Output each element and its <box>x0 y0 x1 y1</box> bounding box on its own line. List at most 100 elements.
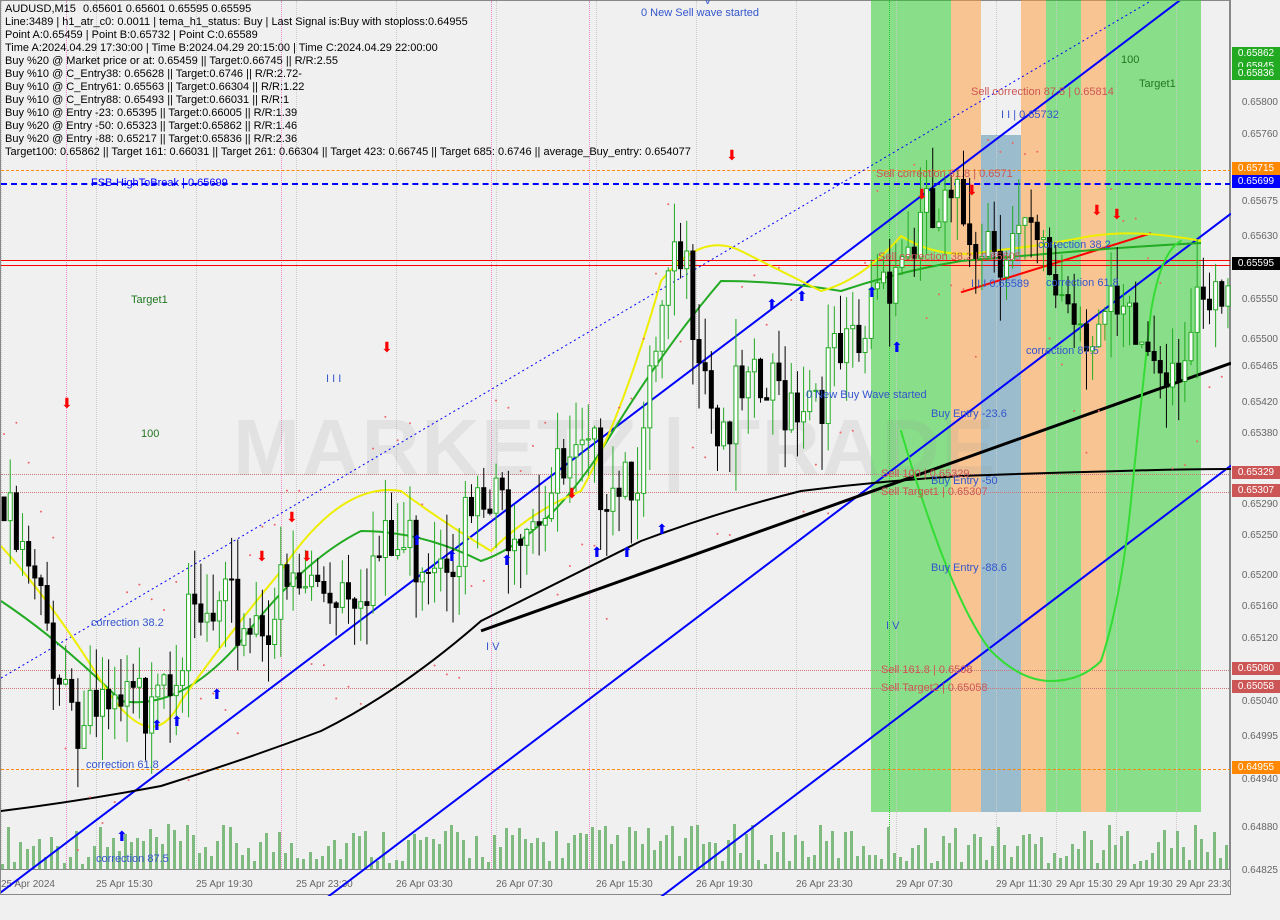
down-arrow-icon: ⬇ <box>256 548 268 565</box>
volume-bar <box>241 855 244 869</box>
time-tick: 25 Apr 23:30 <box>296 879 353 890</box>
price-tick: 0.65675 <box>1242 196 1278 207</box>
volume-bar <box>1053 853 1056 869</box>
volume-bar <box>893 853 896 869</box>
volume-bar <box>1157 842 1160 869</box>
down-arrow-icon: ⬇ <box>916 186 928 203</box>
hline <box>1 769 1231 770</box>
volume-bar <box>1059 858 1062 869</box>
volume-bar <box>518 828 521 869</box>
volume-bar <box>56 846 59 869</box>
volume-bar <box>807 857 810 869</box>
header-line: Time A:2024.04.29 17:30:00 | Time B:2024… <box>5 42 691 55</box>
volume-bar <box>622 861 625 869</box>
volume-bar <box>278 832 281 869</box>
chart-annotation: Target1 <box>131 294 168 306</box>
volume-bar <box>960 862 963 869</box>
volume-bar <box>555 831 558 869</box>
volume-bar <box>1200 839 1203 869</box>
volume-bar <box>438 844 441 869</box>
volume-bar <box>696 825 699 869</box>
up-arrow-icon: ⬆ <box>621 544 633 561</box>
volume-bar <box>265 833 268 869</box>
volume-bar <box>794 835 797 869</box>
volume-bar <box>1028 834 1031 869</box>
up-arrow-icon: ⬆ <box>446 548 458 565</box>
price-tick: 0.65380 <box>1242 428 1278 439</box>
volume-bar <box>44 857 47 869</box>
volume-bar <box>1102 850 1105 869</box>
ohlc-label: 0.65601 0.65601 0.65595 0.65595 <box>83 3 251 15</box>
volume-bar <box>352 833 355 869</box>
chart-annotation: I I I <box>326 373 341 385</box>
chart-annotation: I I | 0.65732 <box>1001 109 1059 121</box>
chart-annotation: correction 38.2 <box>91 617 164 629</box>
volume-bar <box>1022 835 1025 869</box>
volume-bar <box>1139 861 1142 869</box>
volume-bar <box>1003 845 1006 869</box>
volume-bar <box>401 861 404 869</box>
volume-bar <box>1176 831 1179 869</box>
time-tick: 26 Apr 19:30 <box>696 879 753 890</box>
volume-bar <box>13 862 16 869</box>
up-arrow-icon: ⬆ <box>796 288 808 305</box>
time-tick: 29 Apr 23:30 <box>1176 879 1233 890</box>
volume-bar <box>604 826 607 869</box>
volume-bar <box>358 836 361 869</box>
header-line: Buy %10 @ Entry -23: 0.65395 || Target:0… <box>5 107 691 120</box>
volume-bar <box>530 843 533 869</box>
hline <box>1 670 1231 671</box>
volume-bar <box>1090 840 1093 869</box>
zone <box>1106 0 1141 812</box>
volume-bar <box>757 860 760 869</box>
chart-annotation: 100 <box>1121 54 1139 66</box>
hline <box>1 170 1231 171</box>
header-line: Buy %20 @ Entry -88: 0.65217 || Target:0… <box>5 133 691 146</box>
price-tick: 0.65500 <box>1242 334 1278 345</box>
zone <box>1021 0 1046 812</box>
volume-bar <box>1077 849 1080 869</box>
volume-bar <box>641 844 644 869</box>
volume-bar <box>315 859 318 869</box>
grid-vline <box>1 1 2 871</box>
volume-bar <box>868 855 871 869</box>
header-line: Target100: 0.65862 || Target 161: 0.6603… <box>5 146 691 159</box>
header-line: Point A:0.65459 | Point B:0.65732 | Poin… <box>5 29 691 42</box>
up-arrow-icon: ⬆ <box>866 284 878 301</box>
down-arrow-icon: ⬇ <box>381 339 393 356</box>
volume-bar <box>585 834 588 869</box>
up-arrow-icon: ⬆ <box>766 296 778 313</box>
price-tick: 0.65120 <box>1242 633 1278 644</box>
volume-bar <box>911 848 914 869</box>
time-tick: 25 Apr 15:30 <box>96 879 153 890</box>
volume-bar <box>634 831 637 869</box>
volume-bar <box>542 842 545 869</box>
down-arrow-icon: ⬇ <box>301 548 313 565</box>
volume-bar <box>1016 846 1019 869</box>
zone <box>1081 0 1106 812</box>
volume-bar <box>708 842 711 869</box>
down-arrow-icon: ⬇ <box>966 182 978 199</box>
time-tick: 29 Apr 07:30 <box>896 879 953 890</box>
volume-bar <box>210 856 213 869</box>
volume-bar <box>997 827 1000 869</box>
zone <box>1046 0 1081 812</box>
volume-bar <box>880 859 883 869</box>
chart-annotation: correction 38.2 <box>1038 239 1111 251</box>
volume-bar <box>837 858 840 869</box>
volume-bar <box>887 827 890 869</box>
chart-area[interactable]: MARKETZ | TRADE ⬇⬆⬆⬆⬆⬇⬇⬇⬇⬆⬆⬆⬇⬆⬆⬆⬇⬆⬆⬆⬆⬇⬇⬇… <box>0 0 1230 895</box>
volume-bar <box>844 832 847 869</box>
volume-bar <box>179 841 182 869</box>
volume-bar <box>247 848 250 869</box>
volume-bar <box>665 835 668 869</box>
price-label: 0.64955 <box>1232 761 1280 774</box>
chart-annotation: Sell Target2 | 0.65058 <box>881 682 988 694</box>
price-tick: 0.65040 <box>1242 696 1278 707</box>
volume-bar <box>813 855 816 869</box>
volume-bar <box>967 845 970 869</box>
volume-bar <box>831 831 834 869</box>
volume-bar <box>364 831 367 869</box>
volume-bar <box>505 828 508 869</box>
volume-bar <box>653 850 656 869</box>
